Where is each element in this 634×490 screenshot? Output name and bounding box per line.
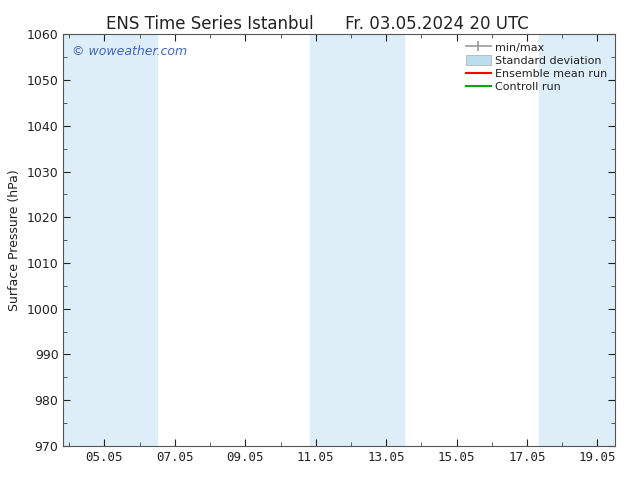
Bar bbox=[539, 34, 615, 446]
Text: ENS Time Series Istanbul      Fr. 03.05.2024 20 UTC: ENS Time Series Istanbul Fr. 03.05.2024 … bbox=[106, 15, 528, 33]
Bar bbox=[63, 34, 157, 446]
Legend: min/max, Standard deviation, Ensemble mean run, Controll run: min/max, Standard deviation, Ensemble me… bbox=[464, 40, 609, 95]
Text: © woweather.com: © woweather.com bbox=[72, 45, 187, 58]
Y-axis label: Surface Pressure (hPa): Surface Pressure (hPa) bbox=[8, 169, 21, 311]
Bar bbox=[310, 34, 404, 446]
